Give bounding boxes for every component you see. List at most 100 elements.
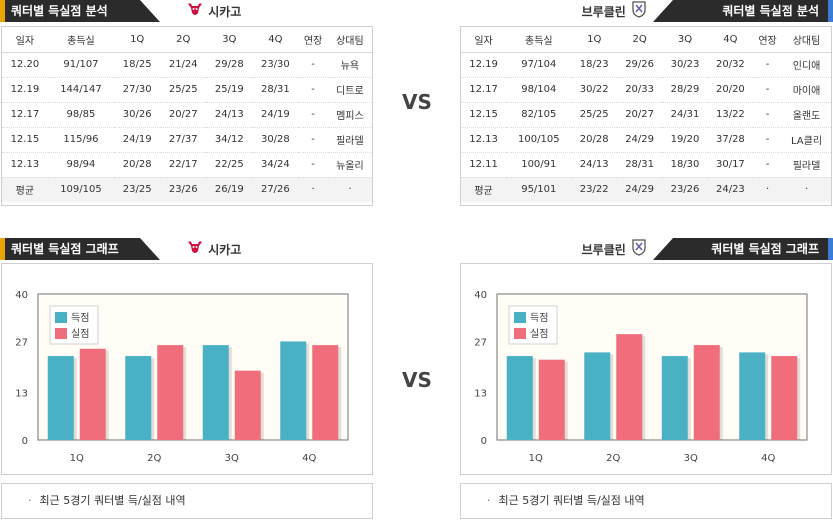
left-team-name: 시카고 — [208, 5, 242, 19]
table-row: 12.19 144/147 27/30 25/25 25/19 28/31- 디트로 — [2, 77, 372, 103]
average-cell: 평균 — [2, 177, 48, 202]
average-row: 평균 95/101 23/22 24/29 23/26 24/23 · · — [461, 177, 831, 202]
table-cell: 12.20 — [2, 52, 48, 78]
table-cell: 28/31 — [616, 152, 663, 178]
left-graph-tab: 쿼터별 득실점 그래프 — [0, 238, 160, 260]
table-cell: 34/12 — [206, 127, 253, 153]
table-row: 12.13 100/105 20/28 24/29 19/20 37/28- LA클리 — [461, 127, 831, 153]
table-cell: 30/22 — [571, 77, 617, 103]
right-note-text: 최근 5경기 쿼터별 득/실점 내역 — [498, 494, 645, 507]
right-graph-team-name: 브루클린 — [581, 243, 626, 257]
average-cell: 23/25 — [114, 177, 161, 202]
table-cell: 20/28 — [571, 127, 617, 153]
left-analysis-title: 쿼터별 득실점 분석 — [11, 4, 108, 18]
left-team-label: 시카고 — [186, 0, 241, 25]
table-cell: - — [753, 52, 783, 78]
table-cell: 13/22 — [707, 102, 754, 128]
vs-label-top: VS — [402, 90, 432, 114]
y-tick-label: 27 — [15, 337, 28, 348]
right-graph-accent-bar — [828, 238, 833, 260]
column-header: 일자 — [461, 27, 507, 53]
table-cell: 필라델 — [327, 127, 372, 153]
bar-score — [739, 352, 766, 440]
vs-label-bottom: VS — [402, 368, 432, 392]
table-cell: 12.15 — [2, 127, 48, 153]
bar-score — [47, 356, 74, 440]
left-accent-bar — [0, 0, 5, 22]
x-tick-label: 2Q — [606, 453, 620, 464]
table-cell: 12.15 — [461, 102, 507, 128]
table-cell: 29/26 — [616, 52, 663, 78]
bar-allowed — [771, 356, 798, 440]
column-header: 4Q — [252, 27, 299, 53]
table-cell: 25/19 — [206, 77, 253, 103]
table-row: 12.15 82/105 25/25 20/27 24/31 13/22- 올랜도 — [461, 102, 831, 128]
bullet-icon: · — [28, 494, 32, 507]
column-header: 2Q — [160, 27, 207, 53]
average-cell: 23/26 — [160, 177, 207, 202]
right-graph-tab: 쿼터별 득실점 그래프 — [653, 238, 833, 260]
average-cell: 24/23 — [707, 177, 754, 202]
column-header: 2Q — [616, 27, 663, 53]
table-cell: 12.19 — [2, 77, 48, 103]
nets-logo-icon — [630, 238, 648, 263]
table-cell: 24/13 — [571, 152, 617, 178]
table-cell: 25/25 — [571, 102, 617, 128]
table-cell: 98/85 — [47, 102, 115, 128]
table-cell: 19/20 — [662, 127, 708, 153]
table-cell: - — [753, 127, 783, 153]
table-cell: 30/23 — [662, 52, 708, 78]
table-cell: 29/28 — [206, 52, 253, 78]
average-cell: 24/29 — [616, 177, 663, 202]
table-row: 12.20 91/107 18/25 21/24 29/28 23/30- 뉴욕 — [2, 52, 372, 78]
average-cell: · — [327, 177, 372, 202]
left-graph-team-name: 시카고 — [208, 243, 242, 257]
table-cell: 27/30 — [114, 77, 161, 103]
y-tick-label: 40 — [15, 290, 28, 301]
y-tick-label: 0 — [22, 436, 28, 447]
table-cell: 인디애 — [782, 52, 831, 78]
y-tick-label: 13 — [474, 389, 487, 400]
right-table-header-row: 일자 총득실 1Q 2Q 3Q 4Q 연장 상대팀 — [461, 27, 831, 53]
bar-allowed — [79, 348, 106, 440]
table-cell: 필라델 — [782, 152, 831, 178]
left-note: · 최근 5경기 쿼터별 득/실점 내역 — [1, 483, 373, 519]
x-tick-label: 4Q — [302, 453, 316, 464]
bulls-logo-icon — [186, 0, 204, 25]
column-header: 일자 — [2, 27, 48, 53]
legend-label: 득점 — [71, 312, 89, 324]
right-score-table: 일자 총득실 1Q 2Q 3Q 4Q 연장 상대팀 12.19 97/104 18/23 29/26… — [460, 26, 832, 206]
left-table-header-row: 일자 총득실 1Q 2Q 3Q 4Q 연장 상대팀 — [2, 27, 372, 53]
table-cell: 20/28 — [114, 152, 161, 178]
right-team-label: 브루클린 — [582, 0, 648, 25]
table-cell: 18/25 — [114, 52, 161, 78]
legend-label: 실점 — [530, 328, 548, 340]
table-cell: 20/27 — [616, 102, 663, 128]
table-row: 12.19 97/104 18/23 29/26 30/23 20/32- 인디애 — [461, 52, 831, 78]
table-cell: 마이애 — [782, 77, 831, 103]
average-cell: · — [753, 177, 783, 202]
legend-swatch — [514, 328, 526, 339]
left-score-table: 일자 총득실 1Q 2Q 3Q 4Q 연장 상대팀 12.20 91/107 18/25 21/24… — [1, 26, 373, 206]
average-cell: · — [782, 177, 831, 202]
average-cell: 27/26 — [252, 177, 299, 202]
right-note: · 최근 5경기 쿼터별 득/실점 내역 — [460, 483, 832, 519]
table-cell: 100/91 — [506, 152, 572, 178]
table-cell: 멤피스 — [327, 102, 372, 128]
table-row: 12.17 98/104 30/22 20/33 28/29 20/20- 마이애 — [461, 77, 831, 103]
table-cell: 20/20 — [707, 77, 754, 103]
table-cell: 25/25 — [160, 77, 207, 103]
x-tick-label: 2Q — [147, 453, 161, 464]
table-cell: - — [298, 152, 328, 178]
table-cell: 12.13 — [2, 152, 48, 178]
left-note-text: 최근 5경기 쿼터별 득/실점 내역 — [39, 494, 186, 507]
table-cell: 30/17 — [707, 152, 754, 178]
column-header: 1Q — [571, 27, 617, 53]
table-cell: 27/37 — [160, 127, 207, 153]
table-cell: LA클리 — [782, 127, 831, 153]
right-quarter-chart: 0 13 27 40 1Q 2Q 3Q 4Q 득점 실점 — [460, 263, 832, 475]
table-cell: - — [753, 152, 783, 178]
table-cell: 12.13 — [461, 127, 507, 153]
bar-allowed — [616, 334, 643, 440]
average-cell: 95/101 — [506, 177, 572, 202]
